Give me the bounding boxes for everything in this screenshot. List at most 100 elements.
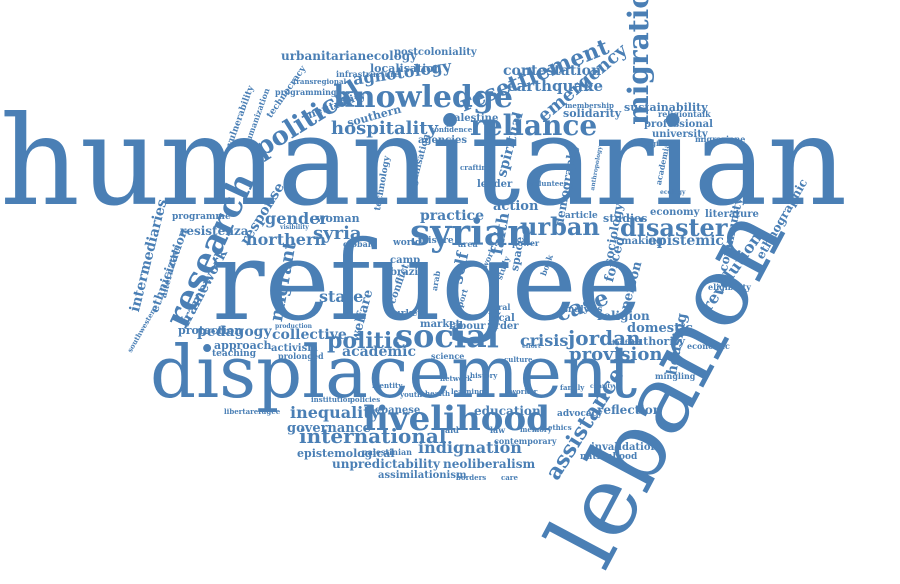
word-care: care <box>501 473 518 482</box>
word-identity: identity <box>372 381 403 390</box>
word-charity: charity <box>590 383 614 390</box>
word-stanford: stanford <box>608 338 642 347</box>
word-action: action <box>493 199 539 214</box>
word-local: local <box>488 313 515 324</box>
word-institution: institution <box>311 395 353 404</box>
word-urbanitarianecology: urbanitarianecology <box>281 49 418 63</box>
word-humanitarian: humanitarian <box>0 90 848 234</box>
word-visibility: visibility <box>280 224 309 231</box>
word-policies: policies <box>350 395 381 404</box>
word-governance: governance <box>287 421 371 436</box>
word-leisure: leisure <box>419 236 454 246</box>
word-area: area <box>458 239 478 249</box>
word-economy: economy <box>650 207 700 218</box>
word-ecology: ecology <box>660 189 686 196</box>
word-ethics: ethics <box>548 423 572 432</box>
word-knowledge: knowledge <box>333 80 513 115</box>
word-global: global <box>343 239 371 249</box>
word-approach: approach <box>214 339 272 352</box>
word-jordan: jordan <box>568 326 641 350</box>
word-provision: provision <box>569 344 663 365</box>
word-worker: worker <box>510 387 538 396</box>
word-religion: religion <box>597 309 650 323</box>
word-state: state <box>319 287 364 306</box>
word-syria: syria <box>313 223 362 244</box>
word-culture: culture <box>504 355 533 364</box>
word-hospitality: hospitality <box>331 118 439 139</box>
word-palestine: palestine <box>447 113 499 124</box>
word-unpredictability: unpredictability <box>332 457 440 471</box>
word-market: market <box>420 319 461 330</box>
word-postcoloniality: postcoloniality <box>394 47 477 58</box>
word-analysis: analysis <box>562 305 603 315</box>
word-science: science <box>431 351 465 361</box>
word-effort: effort <box>522 343 541 350</box>
word-history: history <box>470 371 498 380</box>
word-authority: authority <box>628 335 685 348</box>
word-turkey: turkey <box>390 309 423 319</box>
word-libertarefugee: libertarefugee <box>224 407 281 416</box>
word-migrazione: migrazione <box>695 134 746 144</box>
word-livelihood: livelihood <box>363 399 550 439</box>
word-order: order <box>488 321 519 332</box>
word-brazil: brazil <box>390 267 423 278</box>
word-disaster: disaster <box>620 213 728 242</box>
word-programme: programme <box>172 212 231 222</box>
word-pedagogy: pedagogy <box>197 324 272 340</box>
word-learning: learning <box>451 387 485 396</box>
word-aid: aid <box>445 425 459 435</box>
word-reflection: reflection <box>597 403 662 417</box>
word-contestation: contestation <box>503 63 602 79</box>
word-resistenza: resistenza <box>180 224 249 238</box>
word-academic: academic <box>342 344 417 360</box>
word-strategies: strategies <box>628 139 668 148</box>
word-gender: gender <box>265 209 328 228</box>
word-rural: rural <box>488 302 511 312</box>
word-professional: professional <box>644 119 713 130</box>
word-education: education <box>474 404 541 418</box>
word-studies: studies <box>603 212 648 225</box>
word-infrastructure: infrastructure <box>336 69 400 79</box>
word-domestic: domestic <box>627 321 693 336</box>
word-teaching: teaching <box>212 349 256 359</box>
word-production: production <box>275 323 312 330</box>
word-reliance: reliance <box>470 109 598 142</box>
word-confidence: confidence <box>430 125 473 134</box>
word-international: international <box>299 424 447 448</box>
word-volunteer: volunteer <box>530 179 568 188</box>
word-prolonged: prolonged <box>278 351 324 361</box>
word-university: university <box>652 129 708 140</box>
word-article: article <box>565 211 598 221</box>
word-youth: youth <box>400 390 423 399</box>
word-family: family <box>560 383 585 392</box>
word-borders: borders <box>456 473 487 482</box>
word-transregional: transregional <box>293 77 347 86</box>
word-literature: literature <box>705 209 759 220</box>
word-epistemological: epistemological <box>297 447 395 460</box>
word-practice: practice <box>420 208 484 224</box>
word-displacement: displacement <box>150 330 638 414</box>
word-assimilationism: assimilationism <box>378 470 467 481</box>
word-social: social <box>395 317 499 355</box>
word-neoliberalism: neoliberalism <box>443 457 536 471</box>
word-palestinian: palestinian <box>362 447 412 457</box>
word-health: health <box>425 389 451 398</box>
word-northern: northern <box>246 230 326 249</box>
word-indignation: indignation <box>418 438 522 457</box>
word-activism: activism <box>271 343 318 354</box>
word-law: law <box>490 425 506 435</box>
word-economic: economic <box>687 341 730 351</box>
word-membership: membership <box>565 101 614 110</box>
word-crisis: crisis <box>520 331 569 350</box>
word-sustainability: sustainability <box>624 101 708 114</box>
word-power: power <box>512 238 540 248</box>
word-contemporary: contemporary <box>494 436 557 446</box>
word-programming: programming <box>275 87 337 97</box>
word-crafting: crafting <box>460 163 492 172</box>
word-refugee: refugee <box>212 217 642 345</box>
word-protection: protection <box>178 324 243 337</box>
word-syrian: syrian <box>410 212 534 254</box>
word-nationhood: nationhood <box>580 452 638 462</box>
word-leader: leader <box>477 179 513 190</box>
word-camp: camp <box>390 255 421 266</box>
